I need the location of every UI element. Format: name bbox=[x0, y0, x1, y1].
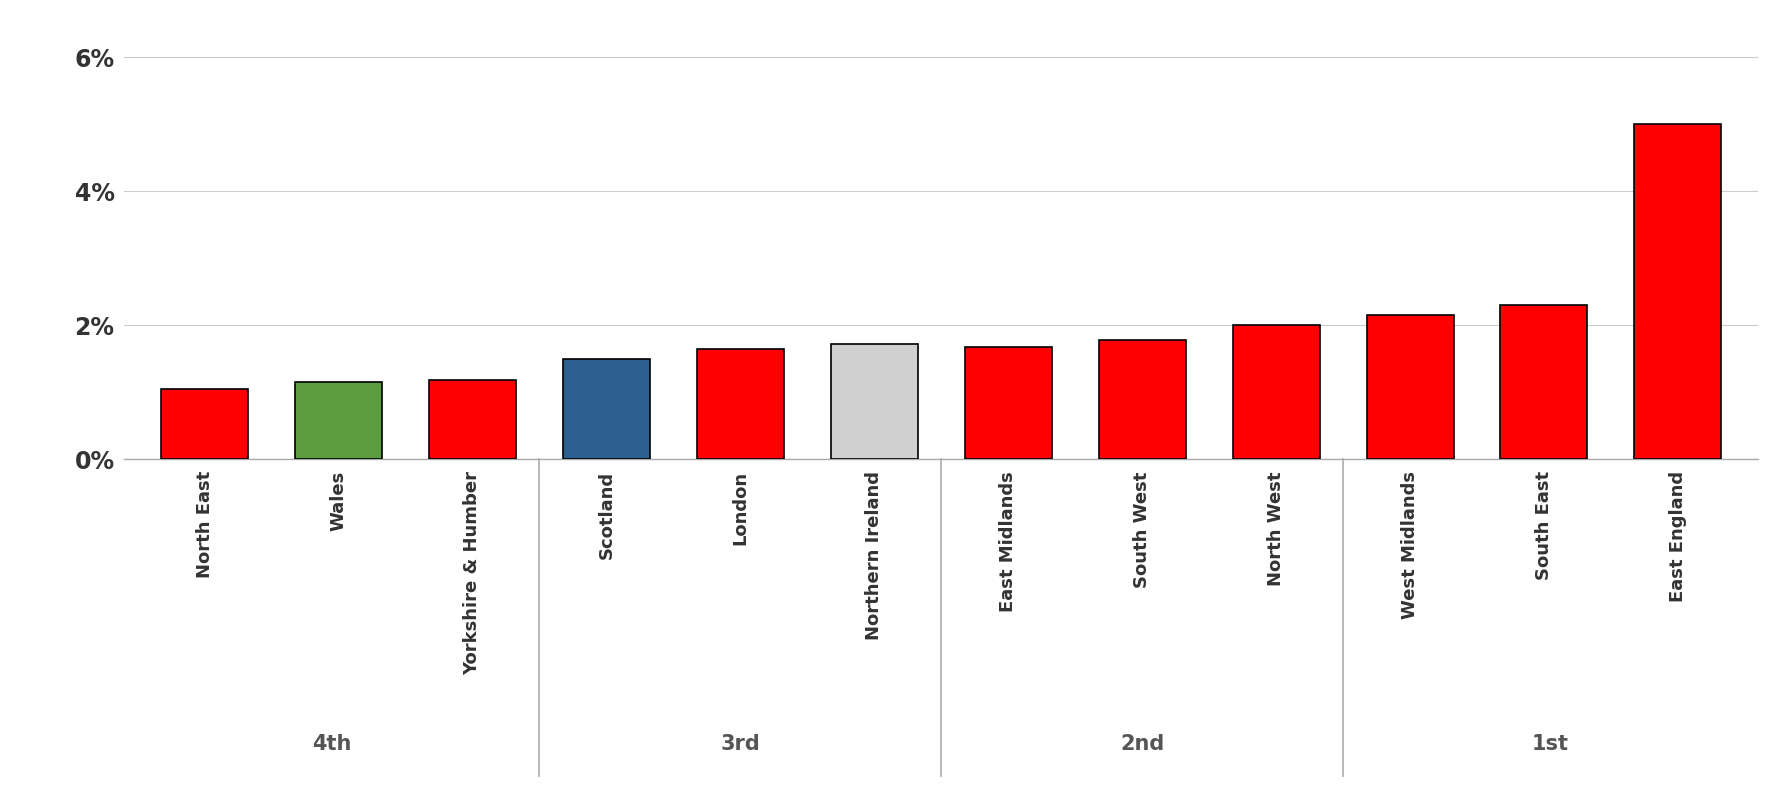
Bar bbox=[1634, 124, 1721, 459]
Bar bbox=[1099, 340, 1186, 459]
Bar bbox=[1366, 315, 1453, 459]
Text: 2nd: 2nd bbox=[1121, 734, 1165, 755]
Bar bbox=[831, 344, 918, 459]
Bar bbox=[1501, 305, 1588, 459]
Bar bbox=[430, 380, 517, 459]
Text: 4th: 4th bbox=[313, 734, 352, 755]
Text: 1st: 1st bbox=[1533, 734, 1570, 755]
Bar bbox=[964, 347, 1051, 459]
Bar bbox=[1233, 326, 1320, 459]
Bar bbox=[295, 383, 382, 459]
Bar bbox=[162, 389, 249, 459]
Bar bbox=[696, 348, 783, 459]
Text: 3rd: 3rd bbox=[721, 734, 760, 755]
Bar bbox=[563, 359, 650, 459]
